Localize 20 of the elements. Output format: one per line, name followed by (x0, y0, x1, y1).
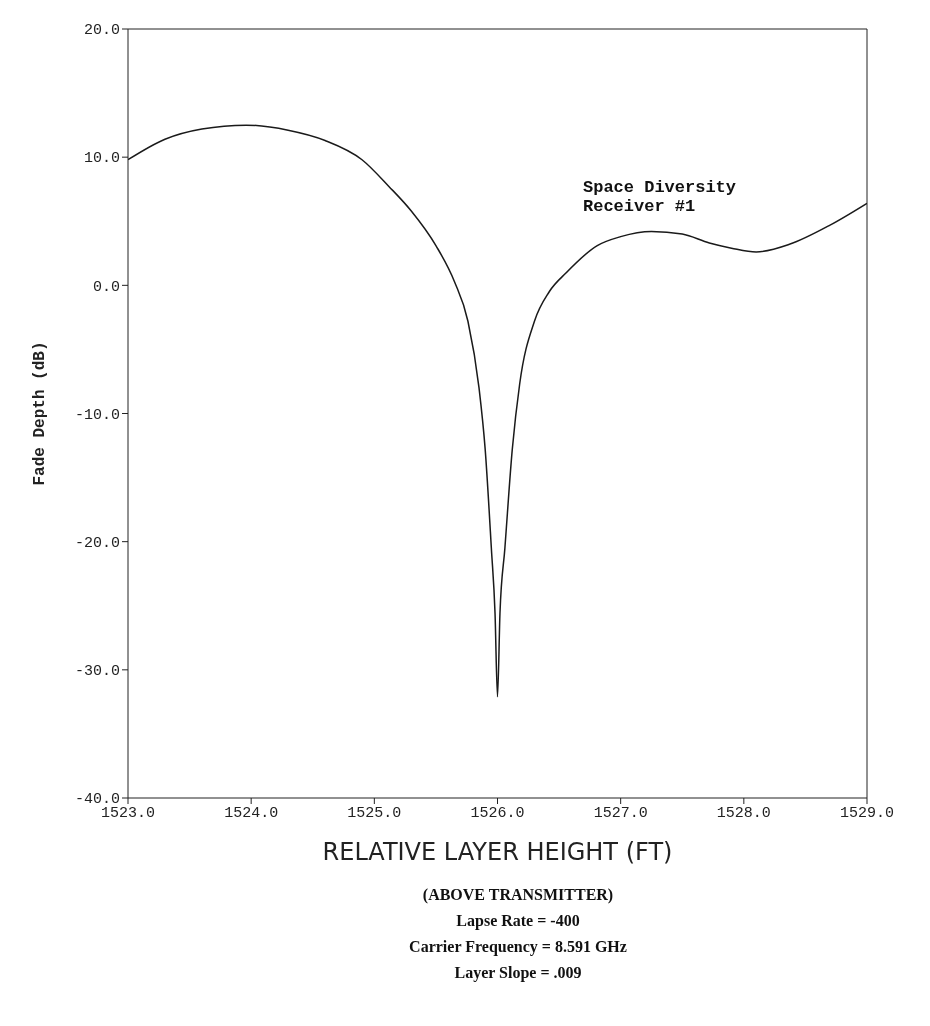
text: Lapse Rate = -400 (455, 912, 581, 930)
y-axis-title: Fade Depth (dB) (30, 341, 49, 486)
x-tick-label: 1527.0 (593, 804, 648, 822)
y-tick-label: 0.0 (92, 278, 120, 296)
x-tick-label: 1529.0 (839, 804, 895, 822)
x-tick-label: 1525.0 (347, 804, 402, 822)
x-axis-title: RELATIVE LAYER HEIGHT (FT) (322, 838, 673, 866)
y-tick-label: -30.0 (74, 663, 120, 681)
y-tick-label: -10.0 (74, 406, 120, 424)
x-tick-label: 1526.0 (470, 804, 525, 822)
x-tick-label: 1528.0 (716, 804, 771, 822)
y-tick-label: -20.0 (74, 534, 120, 552)
text: Layer Slope = .009 (453, 964, 583, 982)
y-tick-label: 20.0 (83, 22, 120, 40)
annotation: Space Diversity Receiver #1 (583, 178, 738, 216)
x-tick-label: 1523.0 (100, 804, 156, 822)
text: (ABOVE TRANSMITTER) (421, 886, 615, 904)
text: Carrier Frequency = 8.591 GHz (408, 938, 628, 956)
x-tick-label: 1524.0 (224, 804, 279, 822)
y-tick-label: 10.0 (83, 150, 120, 168)
